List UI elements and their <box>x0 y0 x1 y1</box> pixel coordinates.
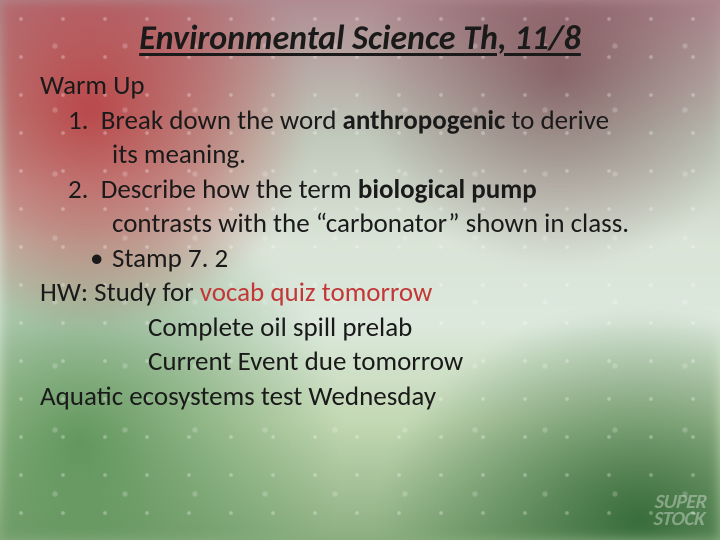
item-number: 2. <box>68 173 89 206</box>
warmup-item-1: 1. Break down the word anthropogenic to … <box>40 104 680 139</box>
hw-line-2: Complete oil spill prelab <box>40 311 680 346</box>
bullet-icon: • <box>90 242 112 277</box>
hw-line-3: Current Event due tomorrow <box>40 345 680 380</box>
test-line: Aquatic ecosystems test Wednesday <box>40 380 680 415</box>
slide-body: Warm Up 1. Break down the word anthropog… <box>40 69 680 414</box>
warmup-item-2-cont: contrasts with the “carbonator” shown in… <box>40 207 680 242</box>
stamp-text: Stamp 7. 2 <box>112 242 228 275</box>
slide-content: Environmental Science Th, 11/8 Warm Up 1… <box>0 0 720 540</box>
term-anthropogenic: anthropogenic <box>343 104 506 137</box>
warm-up-label: Warm Up <box>40 69 680 104</box>
text: to derive <box>505 104 609 137</box>
hw-prefix: HW: Study for <box>40 276 200 309</box>
text: Break down the word <box>101 104 343 137</box>
stamp-line: •Stamp 7. 2 <box>40 242 680 277</box>
warmup-item-1-cont: its meaning. <box>40 138 680 173</box>
warmup-item-2: 2. Describe how the term biological pump <box>40 173 680 208</box>
text: Describe how the term <box>101 173 358 206</box>
item-number: 1. <box>68 104 89 137</box>
slide-title: Environmental Science Th, 11/8 <box>40 18 680 59</box>
hw-line-1: HW: Study for vocab quiz tomorrow <box>40 276 680 311</box>
vocab-quiz-highlight: vocab quiz tomorrow <box>200 276 433 309</box>
term-biological-pump: biological pump <box>358 173 537 206</box>
